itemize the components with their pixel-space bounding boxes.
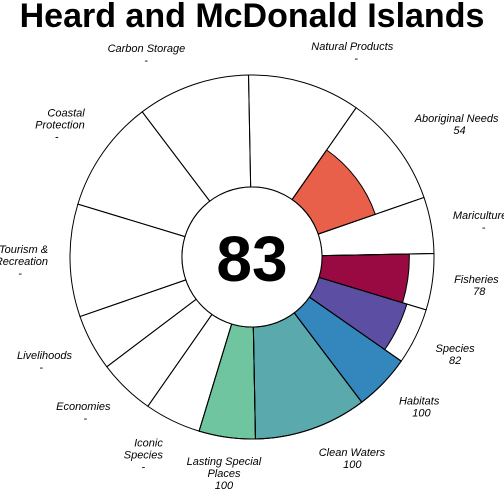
goal-value-aboriginal-needs: 54 [453,125,465,137]
goal-name-mariculture: Mariculture [453,210,504,222]
goal-label-natural-products: Natural Products- [311,41,393,65]
petal-lasting-special-places [198,323,256,440]
goal-value-carbon-storage: - [144,55,148,67]
goal-label-carbon-storage: Carbon Storage- [108,43,186,67]
goal-name-tourism-recreation: Tourism & [0,244,48,256]
petal-outline-livelihoods [79,279,197,368]
goal-label-economies: Economies- [56,401,111,425]
goal-value-livelihoods: - [39,362,43,374]
goal-value-lasting-special-places: 100 [215,480,234,492]
goal-value-habitats: 100 [412,407,431,419]
goal-name-species: Species [436,343,476,355]
goal-name-iconic-species: Species [124,450,164,462]
goal-name-clean-waters: Clean Waters [319,447,386,459]
goal-label-tourism-recreation: Tourism &Recreation- [0,244,48,280]
goal-name-coastal-protection: Coastal [47,107,85,119]
goal-label-livelihoods: Livelihoods- [17,350,73,374]
goal-name-aboriginal-needs: Aboriginal Needs [414,113,499,125]
goal-name-lasting-special-places: Places [207,468,241,480]
goal-name-iconic-species: Iconic [134,438,163,450]
goal-value-clean-waters: 100 [343,459,362,471]
center-circle [181,186,323,328]
goal-name-lasting-special-places: Lasting Special [187,456,262,468]
goal-value-species: 82 [449,355,461,367]
goal-name-livelihoods: Livelihoods [17,350,73,362]
goal-name-fisheries: Fisheries [454,274,499,286]
goal-value-mariculture: - [482,222,486,234]
chart-title: Heard and McDonald Islands [20,0,485,35]
goal-name-economies: Economies [56,401,111,413]
goal-name-carbon-storage: Carbon Storage [108,43,186,55]
goal-value-natural-products: - [354,53,358,65]
goal-value-iconic-species: - [141,462,145,474]
goal-name-natural-products: Natural Products [311,41,393,53]
goal-value-fisheries: 78 [473,286,486,298]
goal-label-mariculture: Mariculture- [453,210,504,234]
goal-name-tourism-recreation: Recreation [0,256,48,268]
petal-outline-carbon-storage [141,74,252,202]
goal-name-habitats: Habitats [399,395,440,407]
center-score: 83 [216,223,287,295]
goal-name-coastal-protection: Protection [35,119,85,131]
petal-outline-coastal-protection [77,111,211,238]
goal-value-coastal-protection: - [55,131,59,143]
goal-value-tourism-recreation: - [18,268,22,280]
goal-value-economies: - [84,413,88,425]
